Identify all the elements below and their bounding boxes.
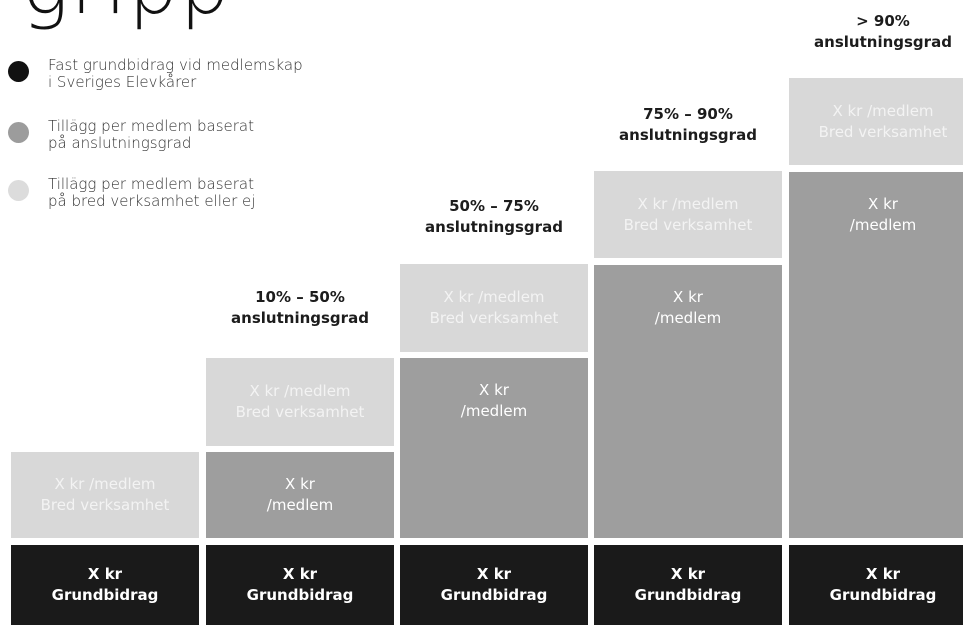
bred-verksamhet-block: X kr /medlem Bred verksamhet xyxy=(594,171,782,258)
grundbidrag-block-label: X kr xyxy=(670,565,706,583)
grundbidrag-block-label: Grundbidrag xyxy=(246,586,354,604)
per-member-block-label: X kr xyxy=(479,381,509,399)
tier-header: 50% – 75% anslutningsgrad xyxy=(425,197,563,236)
legend-swatch-icon xyxy=(8,122,29,143)
per-member-block-label: X kr xyxy=(285,475,315,493)
bred-verksamhet-block: X kr /medlem Bred verksamhet xyxy=(400,264,588,352)
per-member-block: X kr/medlem xyxy=(594,265,782,538)
grundbidrag-block: X kr Grundbidrag xyxy=(206,545,394,625)
grundbidrag-block-label: Grundbidrag xyxy=(51,586,159,604)
bred-verksamhet-block-label: Bred verksamhet xyxy=(429,309,559,327)
legend-swatch-icon xyxy=(8,180,29,201)
per-member-block-label: X kr xyxy=(868,195,898,213)
per-member-block-label: /medlem xyxy=(266,496,334,514)
page-title-fragment: gripp xyxy=(22,0,232,32)
grundbidrag-block-label: X kr xyxy=(282,565,318,583)
bred-verksamhet-block-label: X kr /medlem xyxy=(637,194,739,213)
bred-verksamhet-block: X kr /medlem Bred verksamhet xyxy=(11,452,199,538)
tier-header: 75% – 90% anslutningsgrad xyxy=(619,105,757,144)
tier-header: > 90% anslutningsgrad xyxy=(814,12,952,51)
grundbidrag-block: X kr Grundbidrag xyxy=(11,545,199,625)
legend-label: Tillägg per medlem baserat på anslutnings… xyxy=(48,117,254,152)
grundbidrag-block-label: X kr xyxy=(87,565,123,583)
per-member-block-label: /medlem xyxy=(654,309,722,327)
per-member-block-label: /medlem xyxy=(849,216,917,234)
per-member-block: X kr/medlem xyxy=(789,172,963,538)
grundbidrag-block-label: Grundbidrag xyxy=(440,586,548,604)
per-member-block-label: /medlem xyxy=(460,402,528,420)
tier-header: 10% – 50% anslutningsgrad xyxy=(231,288,369,327)
grundbidrag-block: X kr Grundbidrag xyxy=(594,545,782,625)
grundbidrag-block-label: X kr xyxy=(476,565,512,583)
grundbidrag-block: X kr Grundbidrag xyxy=(400,545,588,625)
bred-verksamhet-block-label: Bred verksamhet xyxy=(235,403,365,421)
per-member-block-label: X kr xyxy=(673,288,703,306)
bred-verksamhet-block-label: X kr /medlem xyxy=(443,288,545,306)
per-member-block: X kr/medlem xyxy=(400,358,588,538)
bred-verksamhet-block-label: Bred verksamhet xyxy=(818,122,948,141)
bred-verksamhet-block-label: X kr /medlem xyxy=(832,101,934,120)
legend-label: Tillägg per medlem baserat på bred verksa… xyxy=(48,175,256,210)
grundbidrag-block: X kr Grundbidrag xyxy=(789,545,963,625)
bred-verksamhet-block-label: X kr /medlem xyxy=(249,382,351,400)
grundbidrag-block-label: Grundbidrag xyxy=(634,586,742,604)
grundbidrag-block-label: X kr xyxy=(865,565,901,583)
legend-swatch-icon xyxy=(8,61,29,82)
bred-verksamhet-block-label: X kr /medlem xyxy=(54,475,156,493)
bred-verksamhet-block-label: Bred verksamhet xyxy=(40,496,170,514)
grundbidrag-block-label: Grundbidrag xyxy=(829,586,937,604)
bred-verksamhet-block-label: Bred verksamhet xyxy=(623,215,753,234)
per-member-block: X kr/medlem xyxy=(206,452,394,538)
bred-verksamhet-block: X kr /medlem Bred verksamhet xyxy=(789,78,963,165)
legend-label: Fast grundbidrag vid medlemskap i Sverige… xyxy=(48,56,303,91)
bred-verksamhet-block: X kr /medlem Bred verksamhet xyxy=(206,358,394,446)
